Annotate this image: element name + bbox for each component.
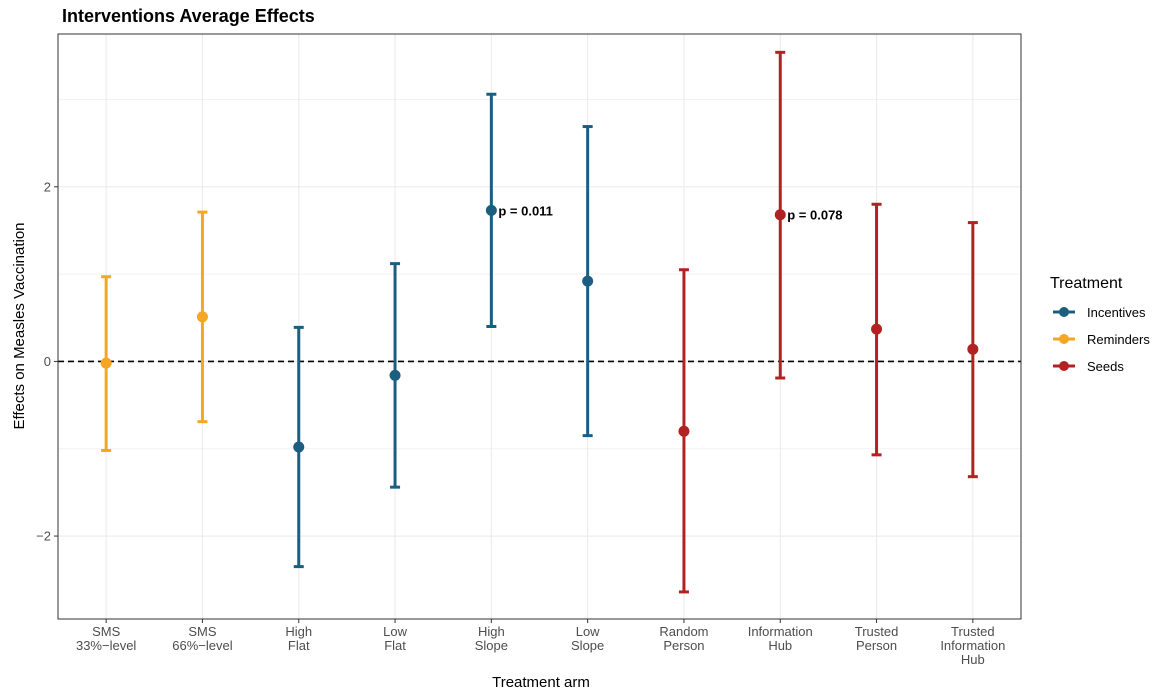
point-estimate <box>100 357 112 369</box>
panel-background <box>58 34 1021 619</box>
x-tick-label-line: Flat <box>384 638 406 653</box>
y-axis-title: Effects on Measles Vaccination <box>11 222 28 429</box>
x-tick-label-line: SMS <box>92 624 121 639</box>
x-tick-label-line: Trusted <box>951 624 995 639</box>
legend-label: Seeds <box>1087 359 1124 374</box>
x-tick-label-line: Slope <box>475 638 508 653</box>
x-tick-label: Information Hub <box>748 624 813 653</box>
grid-minor <box>58 98 1021 450</box>
x-tick-label-line: High <box>285 624 312 639</box>
x-tick-label: SMS 66%−level <box>172 624 232 653</box>
x-tick-label: Low Slope <box>571 624 604 653</box>
x-tick-label-line: Low <box>383 624 407 639</box>
x-tick-label-line: Information <box>748 624 813 639</box>
legend-label: Incentives <box>1087 305 1146 320</box>
panel-border <box>57 33 1022 620</box>
x-tick-label-line: Information <box>940 638 1005 653</box>
legend-key-point <box>1059 307 1069 317</box>
x-tick-label: Random Person <box>659 624 708 653</box>
x-tick-label: Low Flat <box>383 624 407 653</box>
y-tick-label: 0 <box>44 354 51 369</box>
y-tick-label: −2 <box>36 529 51 544</box>
point-estimate <box>196 311 208 323</box>
point-estimate <box>389 369 401 381</box>
x-tick-label-line: Hub <box>961 652 985 667</box>
point-estimate <box>774 209 786 221</box>
x-tick-label: SMS 33%−level <box>76 624 136 653</box>
point-estimate <box>582 275 594 287</box>
x-tick-label-line: Random <box>659 624 708 639</box>
x-tick-label-line: High <box>478 624 505 639</box>
x-tick-label-line: SMS <box>188 624 217 639</box>
legend-key-point <box>1059 334 1069 344</box>
point-estimate <box>871 323 883 335</box>
x-tick-label: High Flat <box>285 624 312 653</box>
x-tick-label: Trusted Information Hub <box>940 624 1005 667</box>
chart-title: Interventions Average Effects <box>62 6 315 26</box>
x-tick-label-line: 33%−level <box>76 638 136 653</box>
legend-key-point <box>1059 361 1069 371</box>
legend-title: Treatment <box>1050 275 1123 292</box>
x-axis-title: Treatment arm <box>492 674 590 691</box>
point-estimate <box>678 425 690 437</box>
x-tick-label: High Slope <box>475 624 508 653</box>
point-estimate <box>967 343 979 355</box>
x-tick-label-line: Flat <box>288 638 310 653</box>
y-axis-ticks: −2 0 2 <box>36 179 58 544</box>
point-estimate <box>485 204 497 216</box>
x-tick-label-line: Slope <box>571 638 604 653</box>
legend: Treatment Incentives Reminders Seeds <box>1050 275 1150 374</box>
plot-area: p = 0.011 p = 0.078 <box>57 33 1022 620</box>
y-tick-label: 2 <box>44 179 51 194</box>
p-value-annotation: p = 0.011 <box>498 203 553 218</box>
x-tick-label: Trusted Person <box>855 624 899 653</box>
point-estimate <box>293 441 305 453</box>
x-tick-label-line: Person <box>663 638 704 653</box>
p-value-annotation: p = 0.078 <box>787 208 842 223</box>
x-tick-label-line: Trusted <box>855 624 899 639</box>
x-tick-label-line: Person <box>856 638 897 653</box>
x-tick-label-line: Hub <box>768 638 792 653</box>
x-tick-label-line: Low <box>576 624 600 639</box>
chart-marks: p = 0.011 p = 0.078 <box>100 50 979 594</box>
legend-label: Reminders <box>1087 332 1150 347</box>
x-tick-label-line: 66%−level <box>172 638 232 653</box>
